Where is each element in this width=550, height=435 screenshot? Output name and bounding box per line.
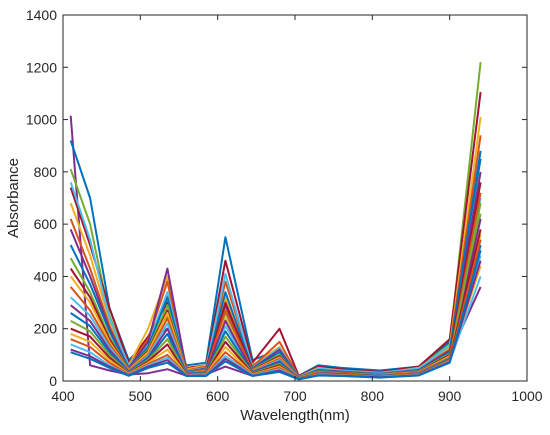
x-tick-label: 1000 xyxy=(511,388,542,404)
series-line-6 xyxy=(69,135,482,379)
series-line-23 xyxy=(70,250,482,381)
y-tick-label: 1000 xyxy=(26,112,57,128)
x-tick-label: 400 xyxy=(51,388,75,404)
series-line-9 xyxy=(69,150,482,379)
series-line-7 xyxy=(69,181,482,379)
series-line-3 xyxy=(69,61,482,379)
y-tick-label: 0 xyxy=(49,373,57,389)
x-tick-label: 900 xyxy=(438,388,462,404)
y-axis-label: Absorbance xyxy=(5,158,22,238)
x-axis-label: Wavelength(nm) xyxy=(240,407,349,424)
series-line-4 xyxy=(69,91,482,378)
y-tick-label: 1400 xyxy=(26,7,57,23)
series-line-2 xyxy=(69,140,482,377)
y-tick-label: 200 xyxy=(34,321,58,337)
y-tick-label: 1200 xyxy=(26,59,57,75)
y-tick-label: 800 xyxy=(34,164,58,180)
x-tick-label: 800 xyxy=(361,388,385,404)
y-tick-label: 600 xyxy=(34,216,58,232)
y-axis: 0 200 400 600 800 1000 1200 1400 xyxy=(26,7,527,389)
x-tick-label: 700 xyxy=(283,388,307,404)
x-tick-label: 500 xyxy=(129,388,153,404)
series-line-5 xyxy=(69,116,482,378)
x-axis: 400 500 600 700 800 900 1000 xyxy=(51,15,543,404)
y-tick-label: 400 xyxy=(34,268,58,284)
x-tick-label: 600 xyxy=(206,388,230,404)
series-line-1 xyxy=(69,115,482,379)
series-layer xyxy=(69,61,482,381)
